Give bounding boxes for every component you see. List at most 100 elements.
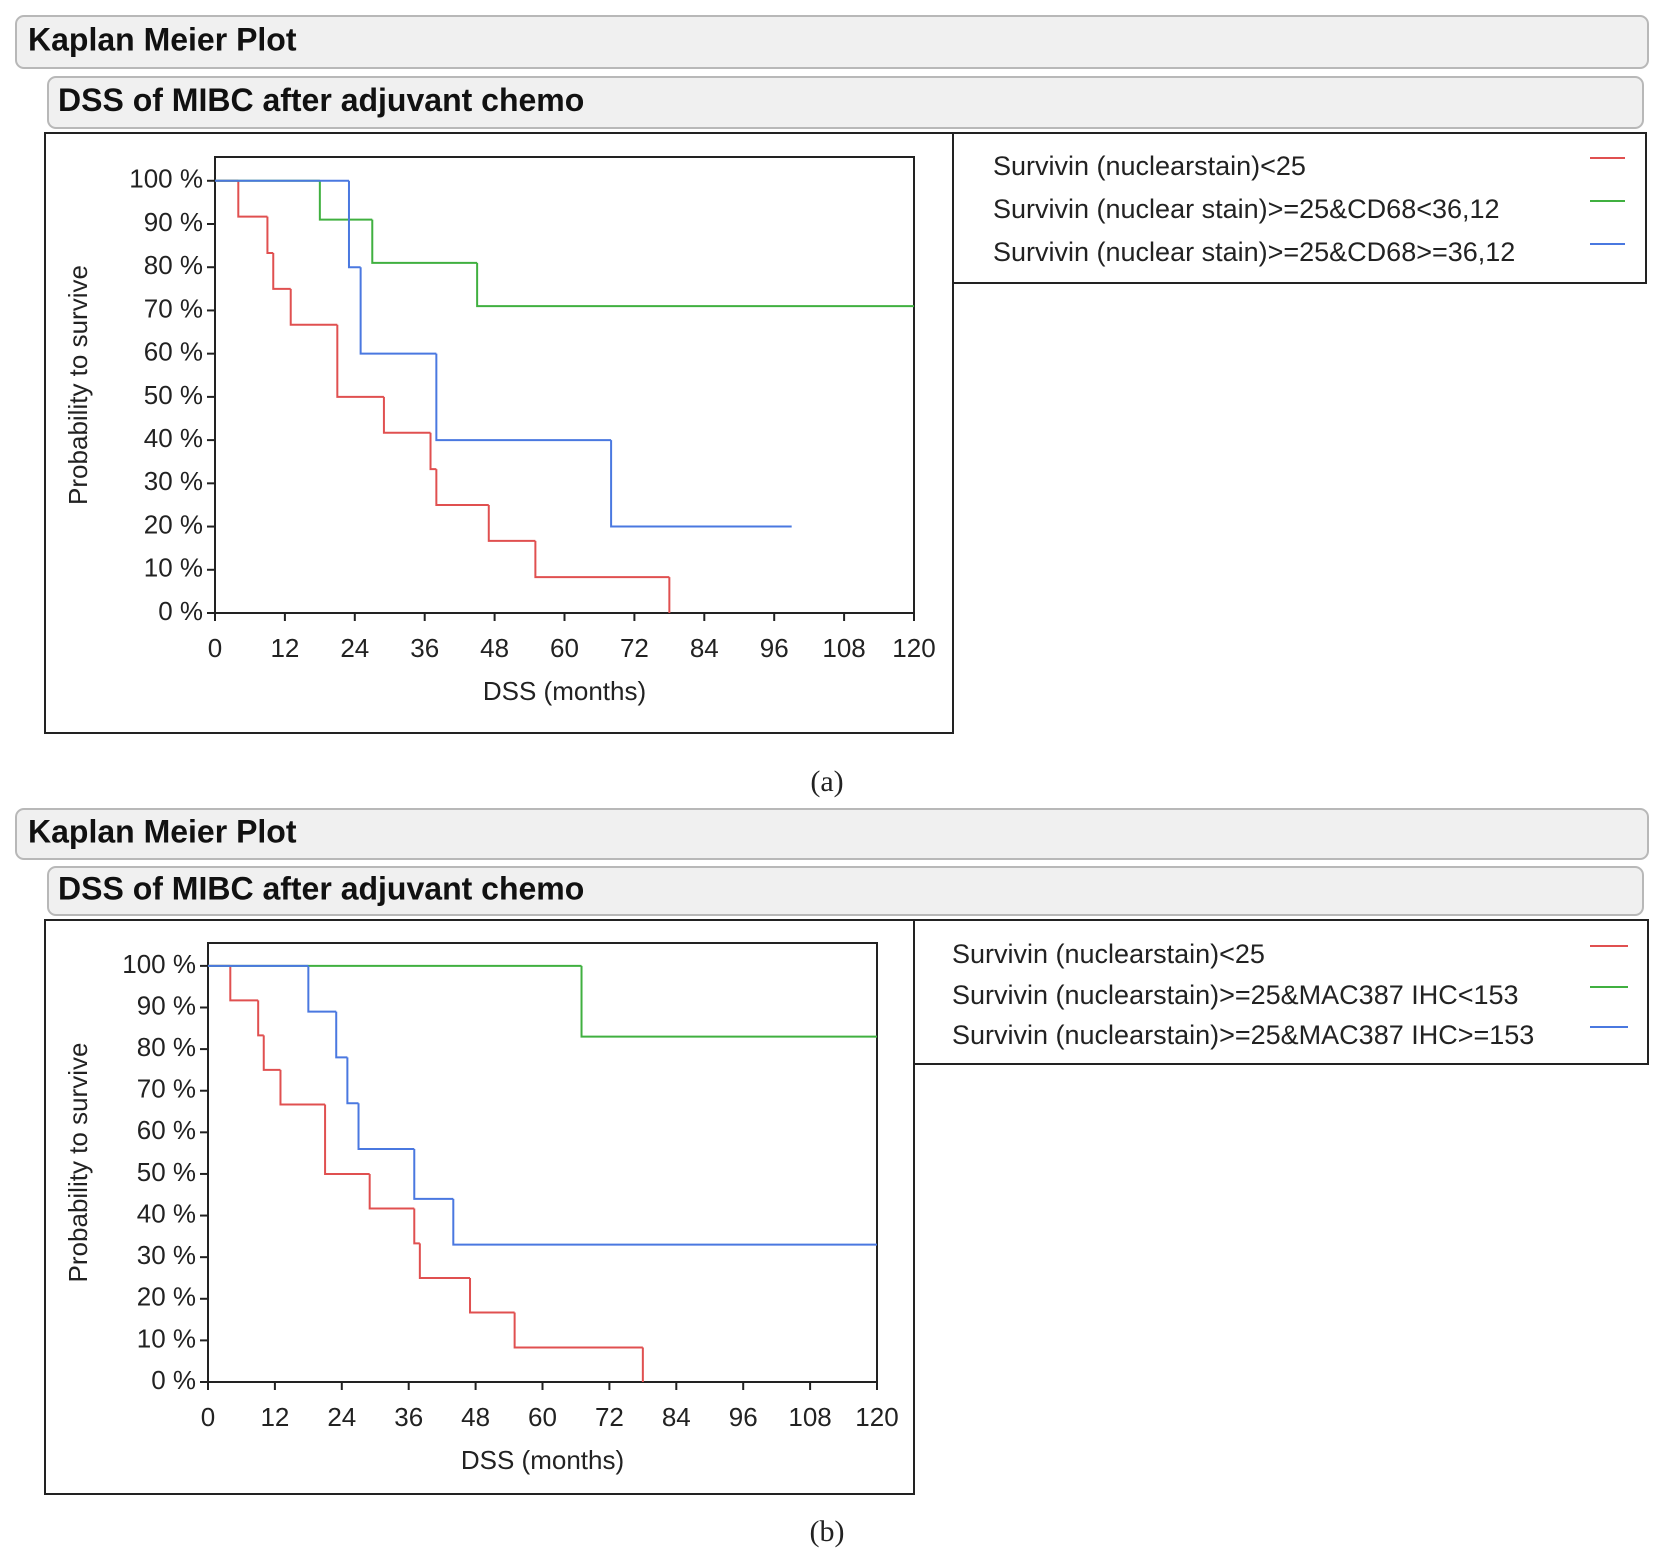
- y-tick-label: 50 %: [137, 1157, 196, 1187]
- survival-step: [435, 353, 612, 442]
- survival-step: [272, 252, 291, 290]
- x-tick-label: 108: [822, 633, 865, 663]
- x-tick-label: 108: [788, 1402, 831, 1432]
- y-tick-label: 10 %: [144, 553, 203, 583]
- x-tick-label: 0: [201, 1402, 215, 1432]
- x-tick-label: 72: [595, 1402, 624, 1432]
- y-tick-label: 10 %: [137, 1323, 196, 1353]
- y-tick-label: 70 %: [144, 293, 203, 323]
- x-tick-label: 48: [461, 1402, 490, 1432]
- subtitle-bar: [47, 866, 1644, 916]
- x-axis-label: DSS (months): [483, 676, 646, 706]
- survival-step: [435, 469, 489, 506]
- y-tick-label: 0 %: [151, 1365, 196, 1395]
- survival-step: [513, 1312, 643, 1349]
- y-tick-label: 40 %: [144, 423, 203, 453]
- survival-step: [580, 965, 877, 1038]
- survival-step: [487, 504, 536, 542]
- y-tick-label: 80 %: [137, 1032, 196, 1062]
- legend-label: Survivin (nuclear stain)>=25&CD68>=36,12: [993, 237, 1515, 267]
- x-tick-label: 36: [394, 1402, 423, 1432]
- legend-frame: [913, 919, 1649, 1065]
- survival-step: [469, 1277, 515, 1314]
- y-tick-label: 20 %: [137, 1282, 196, 1312]
- survival-step: [262, 1035, 281, 1071]
- legend-label: Survivin (nuclearstain)<25: [952, 939, 1265, 969]
- x-tick-label: 120: [892, 633, 935, 663]
- x-tick-label: 60: [550, 633, 579, 663]
- y-tick-label: 40 %: [137, 1198, 196, 1228]
- y-tick-label: 100 %: [122, 949, 196, 979]
- y-tick-label: 0 %: [158, 596, 203, 626]
- y-tick-label: 60 %: [137, 1115, 196, 1145]
- plot-area: [214, 156, 915, 614]
- x-tick-label: 84: [690, 633, 719, 663]
- x-tick-label: 36: [410, 633, 439, 663]
- survival-step: [318, 180, 373, 221]
- title-bar: [15, 15, 1649, 69]
- x-tick-label: 12: [270, 633, 299, 663]
- y-tick-label: 20 %: [144, 509, 203, 539]
- title: Kaplan Meier Plot: [28, 21, 297, 57]
- survival-step: [476, 262, 914, 308]
- survival-step: [346, 1057, 359, 1105]
- survival-step: [534, 540, 670, 579]
- x-tick-label: 24: [327, 1402, 356, 1432]
- title-bar: [15, 808, 1649, 860]
- survival-step: [413, 1208, 420, 1245]
- x-tick-label: 60: [528, 1402, 557, 1432]
- subtitle-bar: [47, 76, 1644, 129]
- y-tick-label: 80 %: [144, 250, 203, 280]
- survival-step: [266, 216, 274, 254]
- x-tick-label: 24: [340, 633, 369, 663]
- survival-step: [289, 288, 338, 326]
- x-tick-label: 72: [620, 633, 649, 663]
- legend-frame: [952, 132, 1647, 284]
- y-tick-label: 30 %: [144, 466, 203, 496]
- survival-step: [336, 324, 384, 398]
- survival-step: [324, 1104, 370, 1175]
- survival-step: [359, 267, 437, 355]
- x-tick-label: 120: [855, 1402, 898, 1432]
- y-axis-label: Probability to survive: [63, 1043, 93, 1283]
- x-tick-label: 96: [760, 633, 789, 663]
- y-tick-label: 30 %: [137, 1240, 196, 1270]
- y-tick-label: 70 %: [137, 1074, 196, 1104]
- survival-step: [335, 1011, 348, 1059]
- x-tick-label: 48: [480, 633, 509, 663]
- caption: (b): [810, 1515, 845, 1548]
- survival-step: [229, 965, 259, 1002]
- x-tick-label: 0: [208, 633, 222, 663]
- survival-step: [413, 1148, 454, 1200]
- survival-step: [257, 1000, 264, 1037]
- survival-step: [279, 1069, 326, 1106]
- survival-step: [371, 219, 478, 264]
- survival-step: [357, 1103, 415, 1150]
- y-tick-label: 90 %: [144, 207, 203, 237]
- y-axis-label: Probability to survive: [63, 265, 93, 505]
- survival-step: [452, 1198, 877, 1246]
- x-axis-label: DSS (months): [461, 1445, 624, 1475]
- x-tick-label: 12: [260, 1402, 289, 1432]
- y-tick-label: 50 %: [144, 380, 203, 410]
- legend-label: Survivin (nuclearstain)<25: [993, 151, 1306, 181]
- survival-step: [347, 180, 361, 269]
- title: Kaplan Meier Plot: [28, 813, 297, 849]
- survival-step: [429, 432, 437, 471]
- survival-step: [368, 1173, 415, 1210]
- survival-step: [610, 440, 792, 528]
- x-tick-label: 84: [662, 1402, 691, 1432]
- subtitle: DSS of MIBC after adjuvant chemo: [58, 870, 584, 906]
- survival-step: [237, 180, 268, 218]
- y-tick-label: 90 %: [137, 990, 196, 1020]
- survival-step: [382, 396, 431, 434]
- caption: (a): [810, 765, 843, 798]
- x-tick-label: 96: [729, 1402, 758, 1432]
- survival-step: [418, 1243, 471, 1279]
- y-tick-label: 60 %: [144, 337, 203, 367]
- survival-step: [307, 965, 337, 1013]
- plot-area: [207, 942, 878, 1383]
- legend-label: Survivin (nuclearstain)>=25&MAC387 IHC<1…: [952, 980, 1519, 1010]
- subtitle: DSS of MIBC after adjuvant chemo: [58, 82, 584, 118]
